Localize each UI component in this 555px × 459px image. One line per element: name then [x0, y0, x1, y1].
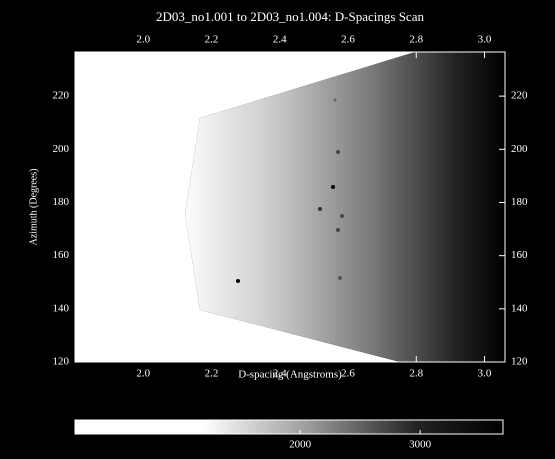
y-tick-label-right: 140: [511, 302, 528, 314]
y-tick-label-right: 120: [511, 356, 528, 368]
y-tick-label: 120: [53, 356, 70, 368]
x-tick-label-top: 2.2: [205, 34, 219, 46]
x-tick-label: 2.6: [341, 368, 355, 380]
x-tick-label: 2.2: [205, 368, 219, 380]
x-tick-label-top: 2.6: [341, 34, 355, 46]
colorbar: [75, 420, 503, 434]
x-tick-label-top: 2.8: [409, 34, 423, 46]
x-tick-label: 3.0: [478, 368, 492, 380]
y-tick-label-right: 200: [511, 143, 528, 155]
x-axis-label: D-spacing (Angstroms): [238, 369, 342, 381]
y-tick-label: 140: [53, 302, 70, 314]
x-tick-label-top: 2.0: [136, 34, 150, 46]
x-tick-label: 2.0: [136, 368, 150, 380]
plot-image: [75, 52, 505, 362]
y-tick-label-right: 220: [511, 90, 528, 102]
y-tick-label: 160: [53, 249, 70, 261]
colorbar-tick-label: 3000: [409, 439, 432, 451]
y-tick-label: 220: [53, 90, 70, 102]
y-tick-label: 180: [53, 196, 70, 208]
colorbar-tick-label: 2000: [289, 439, 312, 451]
x-tick-label: 2.8: [409, 368, 423, 380]
y-tick-label-right: 160: [511, 249, 528, 261]
x-tick-label: 2.4: [273, 368, 287, 380]
x-tick-label-top: 3.0: [478, 34, 492, 46]
y-tick-label-right: 180: [511, 196, 528, 208]
chart-title: 2D03_no1.001 to 2D03_no1.004: D-Spacings…: [156, 9, 424, 24]
y-tick-label: 200: [53, 143, 70, 155]
chart: 2D03_no1.001 to 2D03_no1.004: D-Spacings…: [0, 0, 555, 459]
x-tick-label-top: 2.4: [273, 34, 287, 46]
y-axis-label: Azimuth (Degrees): [28, 169, 39, 246]
